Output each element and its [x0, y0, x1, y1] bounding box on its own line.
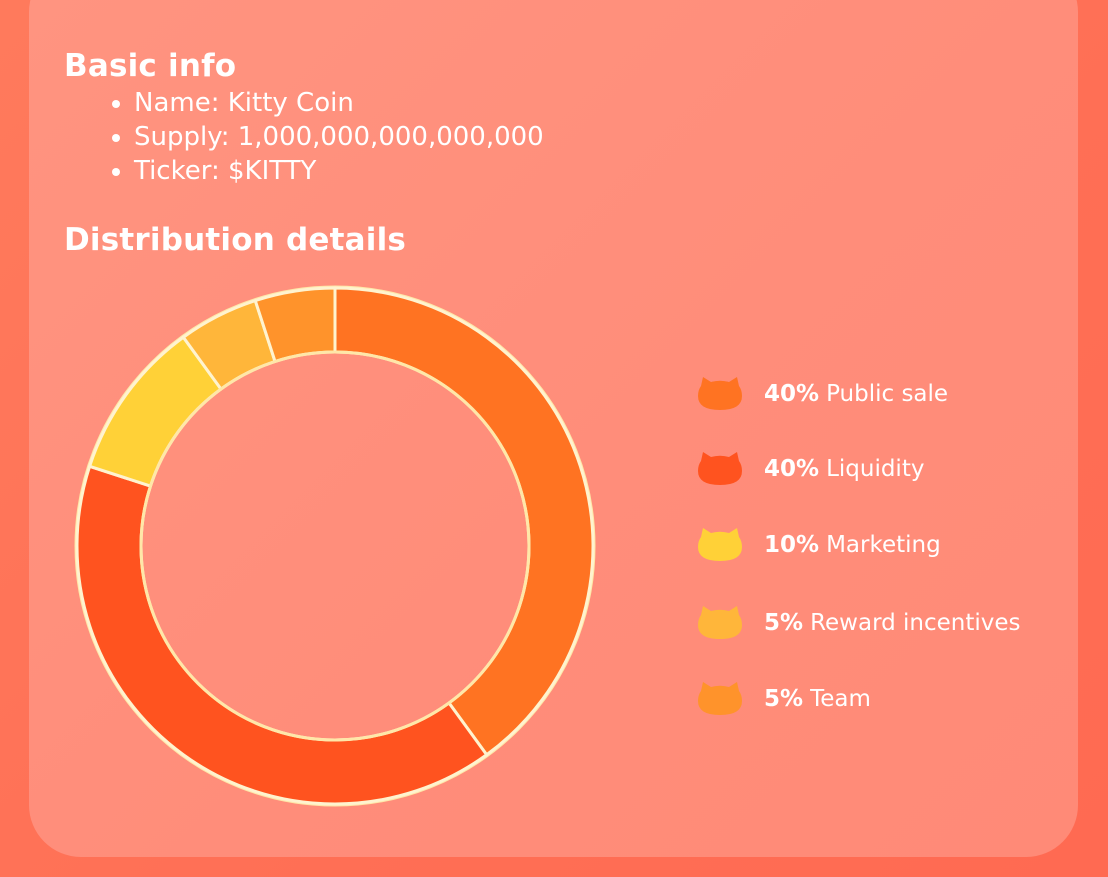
cat-head-icon [698, 528, 742, 561]
basic-info-list: Name: Kitty Coin Supply: 1,000,000,000,0… [64, 86, 544, 188]
legend-item-team: 5% Team [698, 681, 871, 717]
cat-head-icon [698, 682, 742, 715]
legend-item-reward-incentives: 5% Reward incentives [698, 605, 1021, 641]
cat-head-icon [698, 377, 742, 410]
cat-head-icon [698, 606, 742, 639]
legend-percent: 40% [764, 456, 820, 482]
donut-slice-liquidity [75, 464, 489, 806]
info-item-name: Name: Kitty Coin [134, 86, 544, 120]
donut-inner-border [139, 350, 531, 742]
basic-info-heading: Basic info [64, 48, 237, 84]
legend-percent: 5% [764, 610, 804, 636]
info-item-supply: Supply: 1,000,000,000,000,000 [134, 120, 544, 154]
legend-item-public-sale: 40% Public sale [698, 376, 948, 412]
cat-head-icon [698, 452, 742, 485]
legend-label: Liquidity [826, 456, 925, 482]
legend-label: Team [810, 686, 871, 712]
legend-percent: 40% [764, 381, 820, 407]
legend-percent: 5% [764, 686, 804, 712]
legend-label: Reward incentives [810, 610, 1021, 636]
donut-slice-public-sale [333, 286, 595, 757]
legend-item-marketing: 10% Marketing [698, 527, 941, 563]
legend-percent: 10% [764, 532, 820, 558]
legend-label: Public sale [826, 381, 949, 407]
info-item-ticker: Ticker: $KITTY [134, 154, 544, 188]
legend-label: Marketing [826, 532, 941, 558]
legend-item-liquidity: 40% Liquidity [698, 451, 924, 487]
distribution-donut-chart [74, 285, 596, 807]
distribution-heading: Distribution details [64, 222, 407, 258]
